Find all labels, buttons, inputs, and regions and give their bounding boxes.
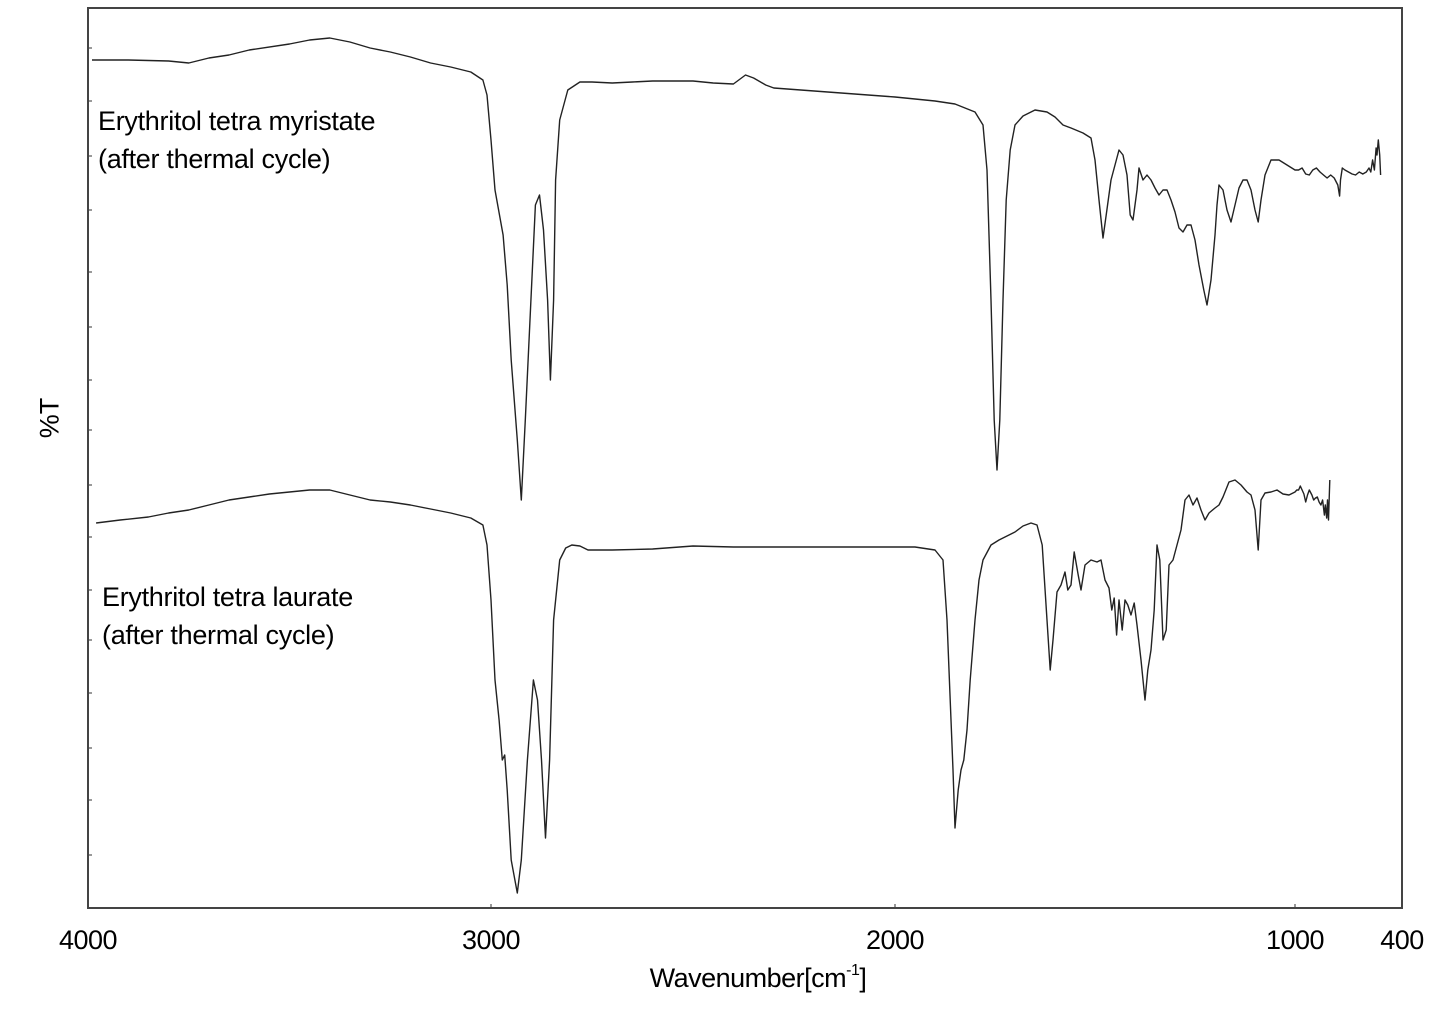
- series-label-line: (after thermal cycle): [98, 144, 331, 174]
- series-label-line: Erythritol tetra laurate: [102, 582, 353, 612]
- x-tick-label: 400: [1380, 925, 1424, 955]
- x-tick-label: 4000: [58, 925, 118, 955]
- x-axis-label-main: Wavenumber[cm: [649, 963, 847, 993]
- series-label-line: Erythritol tetra myristate: [98, 106, 376, 136]
- series-label-line: (after thermal cycle): [102, 620, 335, 650]
- x-axis-label-superscript: -1: [846, 962, 860, 979]
- x-axis-label: Wavenumber[cm-1]: [650, 962, 867, 994]
- x-axis-label-end: ]: [859, 963, 867, 993]
- trace-erythritol-tetra-laurate: [96, 479, 1331, 894]
- trace-erythritol-tetra-myristate: [92, 37, 1382, 501]
- plot-frame: [87, 7, 1403, 909]
- series-label-laurate: Erythritol tetra laurate (after thermal …: [102, 578, 353, 654]
- x-tick-label: 1000: [1265, 925, 1325, 955]
- x-tick-label: 2000: [865, 925, 925, 955]
- series-label-myristate: Erythritol tetra myristate (after therma…: [98, 102, 376, 178]
- y-axis-label: %T: [34, 397, 65, 439]
- x-tick-label: 3000: [461, 925, 521, 955]
